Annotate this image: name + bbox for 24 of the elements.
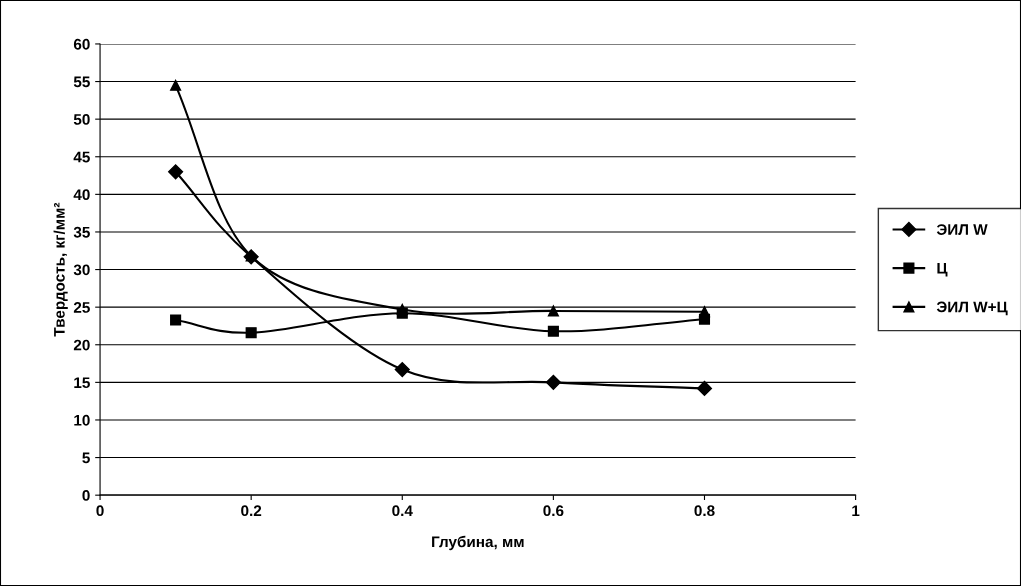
y-tick-label: 45 (73, 151, 90, 163)
legend-label: ЭИЛ W (936, 224, 988, 235)
y-axis-title: Твердость, кг/мм² (53, 202, 68, 337)
x-tick-label: 0.8 (694, 505, 715, 517)
y-tick-label: 35 (73, 226, 90, 238)
y-tick-label: 30 (73, 264, 90, 276)
legend-label: Ц (937, 263, 948, 277)
y-tick-label: 40 (73, 189, 90, 201)
y-tick-label: 55 (73, 76, 90, 88)
y-tick-label: 60 (73, 38, 90, 50)
y-tick-label: 50 (73, 114, 90, 125)
legend-label: ЭИЛ W+Ц (936, 301, 1008, 316)
y-tick-label: 15 (74, 377, 90, 389)
x-tick-label: 1 (852, 505, 860, 516)
y-tick-label: 5 (82, 452, 90, 464)
y-tick-label: 0 (82, 490, 90, 501)
x-tick-label: 0 (96, 505, 104, 517)
x-axis-title: Глубина, мм (432, 535, 524, 551)
y-tick-label: 10 (74, 414, 90, 426)
y-tick-label: 25 (73, 302, 90, 313)
x-tick-label: 0.6 (543, 505, 564, 517)
x-tick-label: 0.2 (241, 505, 262, 517)
x-tick-label: 0.4 (392, 505, 413, 517)
y-tick-label: 20 (73, 339, 90, 351)
